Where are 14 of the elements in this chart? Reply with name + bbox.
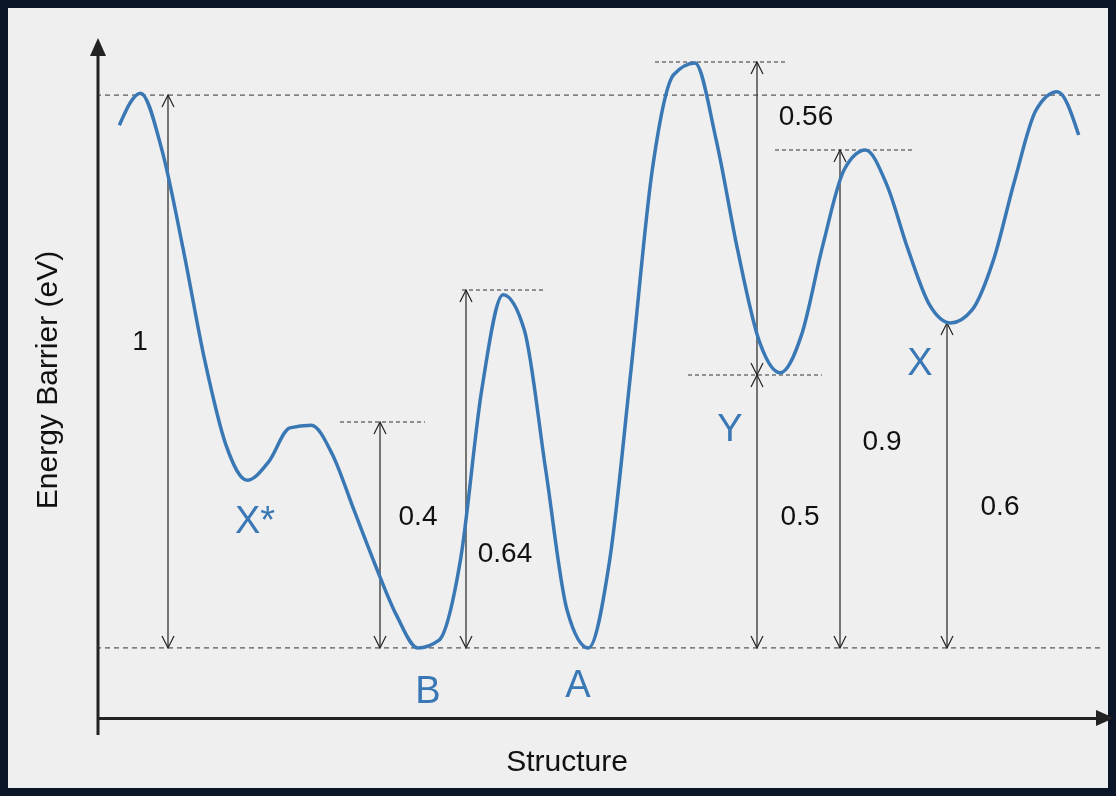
x-axis-title: Structure <box>506 744 628 777</box>
y-axis-title: Energy Barrier (eV) <box>30 250 63 510</box>
annotation: 0.4 <box>398 500 438 531</box>
annotation: X <box>907 341 933 383</box>
annotation: 0.5 <box>780 500 820 531</box>
annotation: B <box>415 669 441 711</box>
annotation: 0.56 <box>778 100 834 131</box>
annotation: 0.64 <box>477 537 533 568</box>
annotation: 0.9 <box>862 425 902 456</box>
annotation: X* <box>234 499 276 541</box>
annotation: 0.6 <box>980 490 1020 521</box>
annotation: A <box>565 663 592 705</box>
annotation: Y <box>717 407 743 449</box>
annotation: 1 <box>132 325 148 356</box>
